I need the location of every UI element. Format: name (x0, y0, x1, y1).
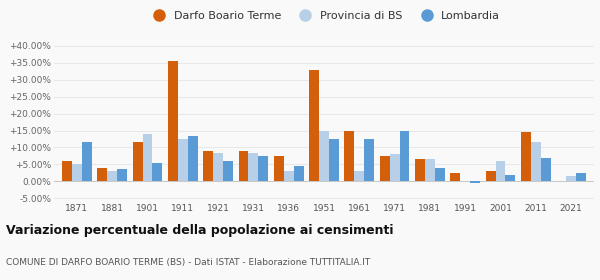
Bar (389, 154, 400, 181)
Bar (344, 130, 355, 181)
Bar (152, 163, 163, 181)
Bar (521, 132, 531, 181)
Bar (541, 158, 551, 181)
Bar (364, 139, 374, 181)
Bar (425, 159, 435, 181)
Bar (213, 153, 223, 181)
Bar (188, 136, 197, 181)
Bar (355, 171, 364, 181)
Bar (223, 161, 233, 181)
Bar (496, 161, 505, 181)
Bar (133, 143, 143, 181)
Bar (62, 161, 72, 181)
Bar (531, 143, 541, 181)
Bar (97, 168, 107, 181)
Bar (72, 164, 82, 181)
Bar (239, 151, 248, 181)
Bar (274, 156, 284, 181)
Bar (470, 181, 480, 183)
Bar (293, 166, 304, 181)
Bar (451, 173, 460, 181)
Bar (566, 176, 576, 181)
Bar (400, 130, 409, 181)
Bar (107, 171, 117, 181)
Text: COMUNE DI DARFO BOARIO TERME (BS) - Dati ISTAT - Elaborazione TUTTITALIA.IT: COMUNE DI DARFO BOARIO TERME (BS) - Dati… (6, 258, 370, 267)
Bar (329, 139, 339, 181)
Bar (143, 134, 152, 181)
Bar (168, 61, 178, 181)
Bar (309, 70, 319, 181)
Bar (576, 173, 586, 181)
Bar (505, 174, 515, 181)
Bar (259, 156, 268, 181)
Text: Variazione percentuale della popolazione ai censimenti: Variazione percentuale della popolazione… (6, 224, 394, 237)
Bar (415, 159, 425, 181)
Bar (82, 143, 92, 181)
Bar (203, 151, 213, 181)
Bar (178, 139, 188, 181)
Bar (117, 169, 127, 181)
Bar (485, 171, 496, 181)
Legend: Darfo Boario Terme, Provincia di BS, Lombardia: Darfo Boario Terme, Provincia di BS, Lom… (148, 11, 500, 21)
Bar (380, 156, 389, 181)
Bar (248, 153, 259, 181)
Bar (319, 130, 329, 181)
Bar (435, 168, 445, 181)
Bar (284, 171, 293, 181)
